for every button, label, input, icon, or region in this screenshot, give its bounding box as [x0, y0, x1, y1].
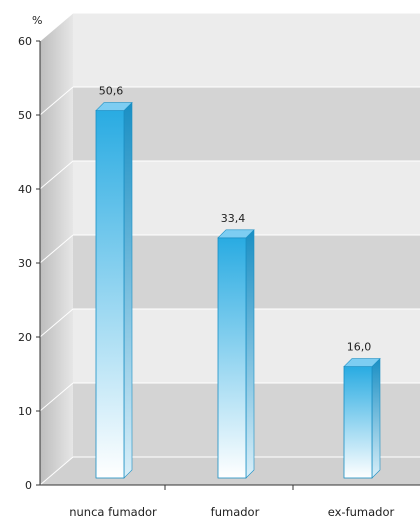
labels: 0 10 20 30 40 50 60% 50,6 nunca fumador 33,4 fumad… — [18, 14, 395, 518]
gridline-side — [39, 234, 74, 264]
bar-front — [217, 237, 247, 479]
bar — [217, 229, 255, 479]
gridline-side — [39, 456, 74, 486]
gridline-side — [39, 308, 74, 338]
y-tick-label: 30 — [18, 257, 32, 270]
data-label: 50,6 — [99, 85, 124, 98]
y-tick-label: 40 — [18, 183, 32, 196]
y-tick-label: 50 — [18, 109, 32, 122]
bar-side — [371, 357, 381, 479]
gridline-side — [39, 86, 74, 116]
bar-top — [343, 358, 381, 367]
axes — [36, 40, 420, 490]
x-tick-label: nunca fumador — [69, 505, 157, 518]
y-tick-label: 60 — [18, 35, 32, 48]
grid-band — [73, 13, 420, 87]
bar-front — [95, 110, 125, 479]
bar — [95, 101, 133, 479]
bar-side — [123, 101, 133, 479]
data-label: 16,0 — [347, 341, 372, 354]
bar-top — [217, 229, 255, 239]
y-tick-label: 20 — [18, 331, 32, 344]
bar-top — [95, 102, 133, 111]
bar — [343, 357, 381, 479]
y-axis-label: % — [32, 14, 42, 27]
x-tick-label: ex-fumador — [328, 505, 395, 518]
data-label: 33,4 — [221, 212, 246, 225]
gridline-side — [39, 12, 74, 42]
bar-front — [343, 366, 373, 479]
bars — [95, 101, 381, 479]
y-tick-label: 10 — [18, 405, 32, 418]
y-tick-label: 0 — [25, 479, 32, 492]
gridline-side — [39, 382, 74, 412]
bar-side — [245, 229, 255, 479]
x-tick-label: fumador — [211, 505, 260, 518]
gridline-side — [39, 160, 74, 190]
